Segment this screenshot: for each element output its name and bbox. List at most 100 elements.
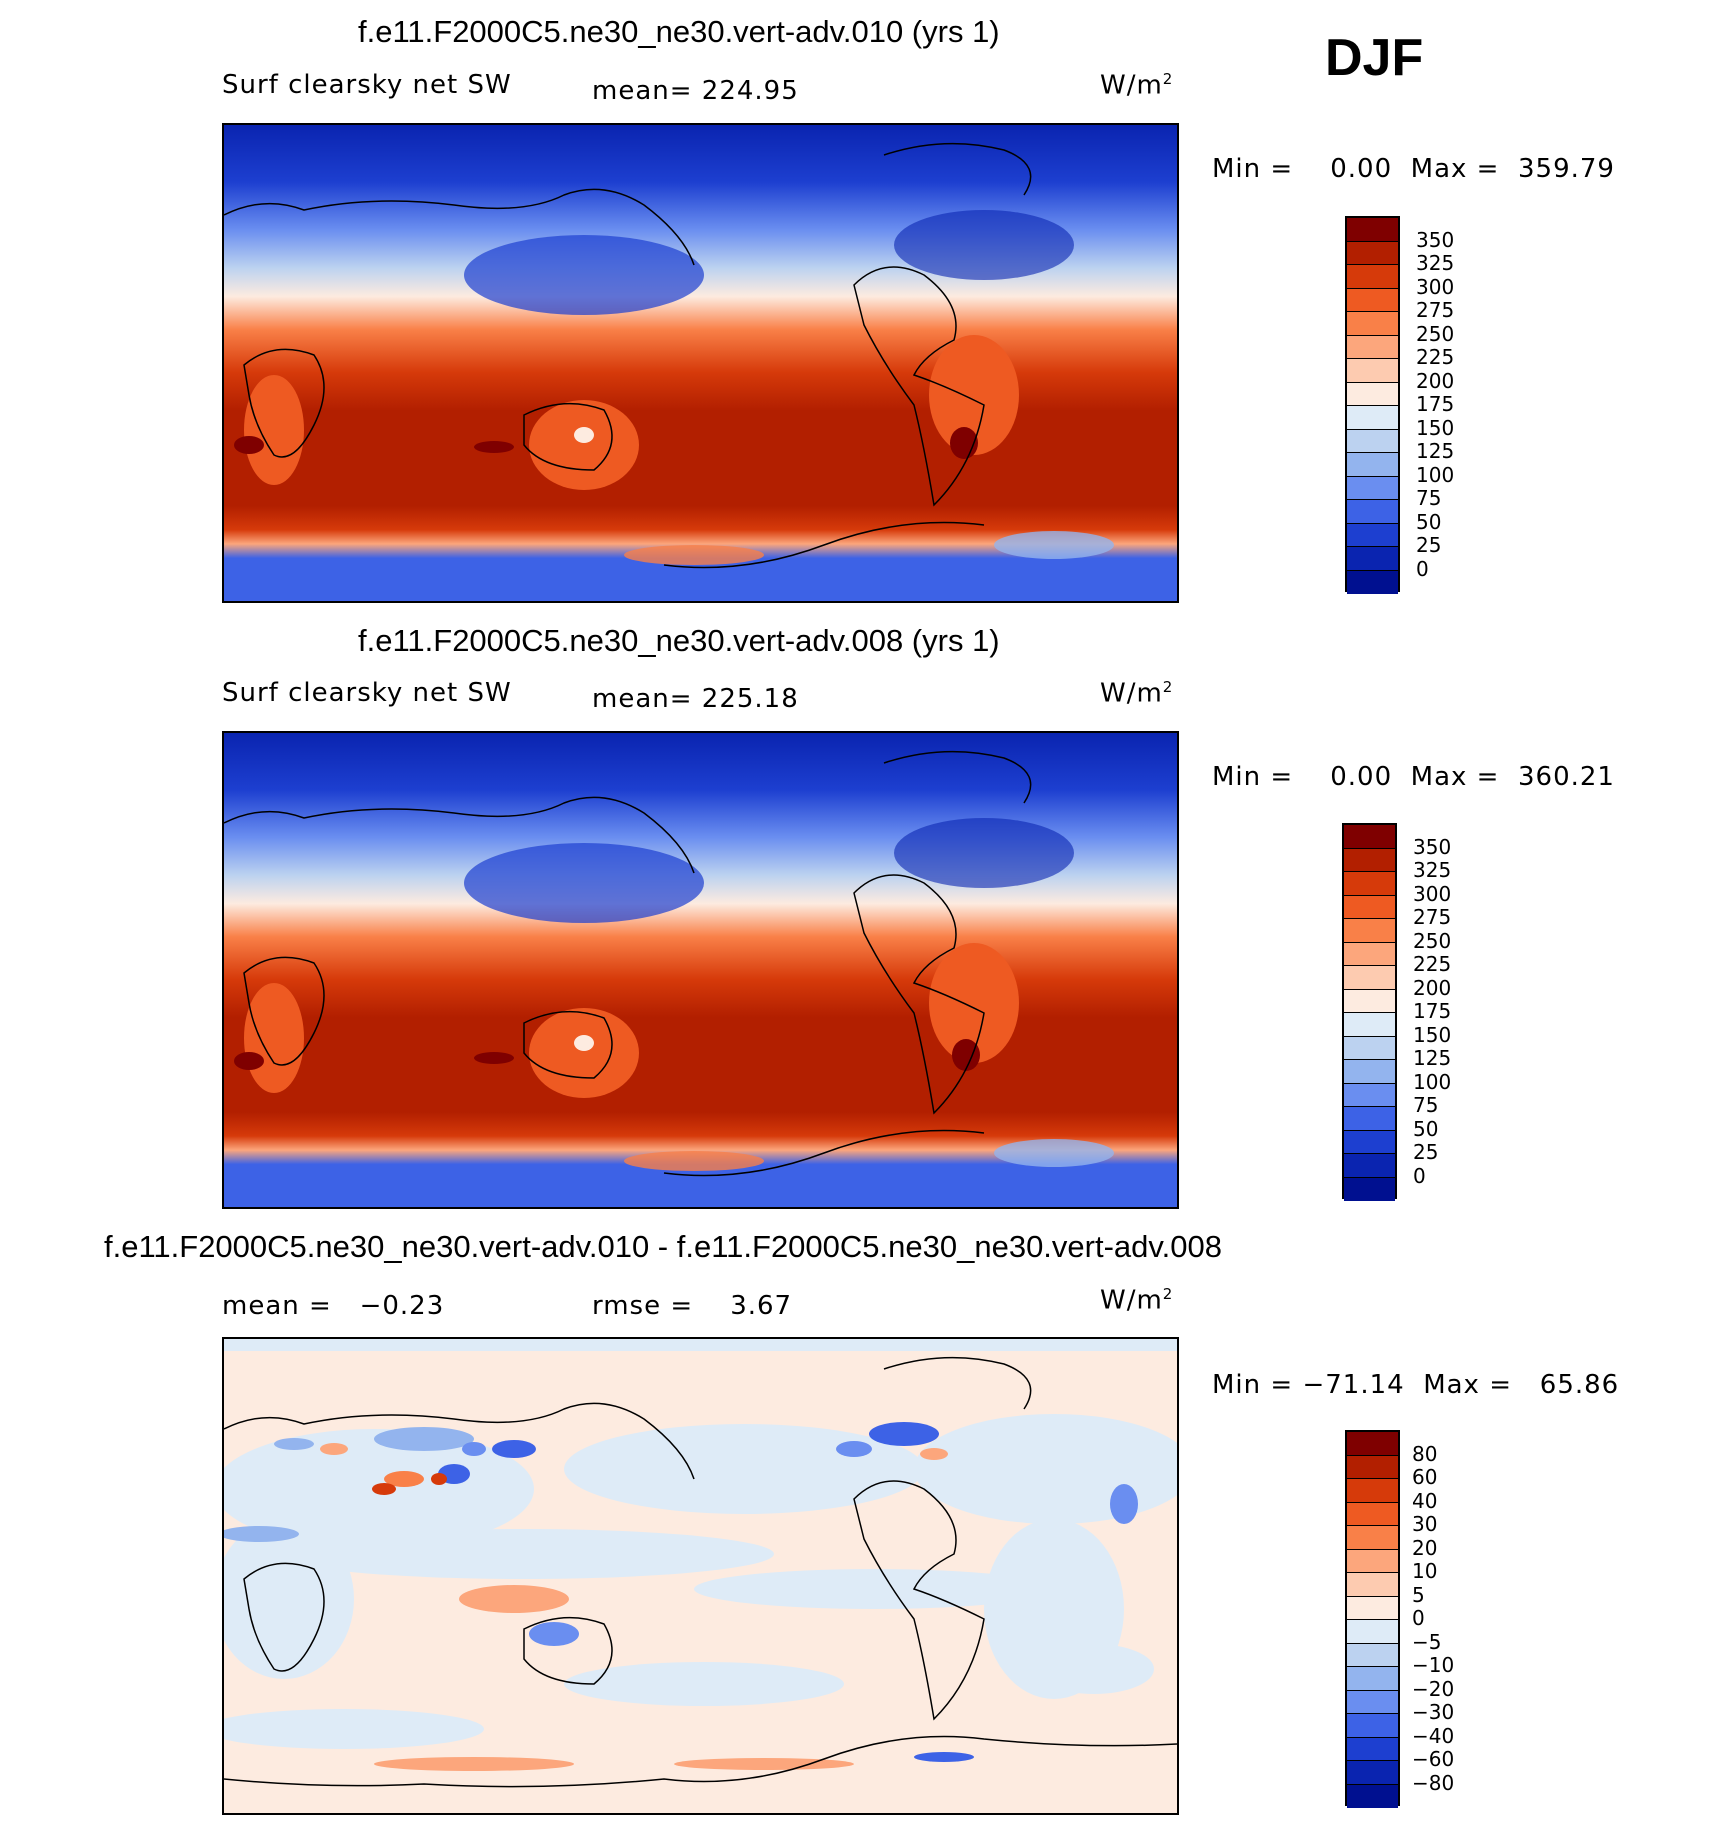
colorbar-segment: [1347, 476, 1398, 500]
colorbar-segment: [1344, 1154, 1395, 1178]
season-label: DJF: [1325, 29, 1424, 87]
colorbar-tick-label: 325: [1416, 251, 1455, 275]
colorbar-tick-label: 25: [1413, 1140, 1439, 1164]
panel-1-units: W/m2: [1100, 70, 1174, 101]
colorbar-tick-label: 150: [1413, 1023, 1452, 1047]
panel-1-map: [222, 123, 1179, 603]
colorbar-segment: [1347, 1690, 1398, 1714]
panel-2-mean-label: mean= 225.18: [592, 684, 799, 714]
colorbar-tick-label: 325: [1413, 858, 1452, 882]
colorbar-tick-label: 225: [1413, 952, 1452, 976]
colorbar-tick-label: −30: [1412, 1700, 1455, 1724]
colorbar-tick-label: 175: [1416, 392, 1455, 416]
panel-1-title: f.e11.F2000C5.ne30_ne30.vert-adv.010 (yr…: [358, 14, 1000, 49]
colorbar-segment: [1344, 1130, 1395, 1154]
colorbar-segment: [1347, 335, 1398, 359]
colorbar-tick-label: 100: [1416, 463, 1455, 487]
colorbar-segment: [1347, 382, 1398, 406]
colorbar-tick-label: 50: [1416, 510, 1442, 534]
panel-3-mean-label: mean = −0.23: [222, 1291, 445, 1321]
colorbar-segment: [1344, 872, 1395, 896]
colorbar-tick-label: 80: [1412, 1442, 1438, 1466]
colorbar-tick-label: 125: [1413, 1046, 1452, 1070]
colorbar-segment: [1344, 1177, 1395, 1201]
panel-3-map: [222, 1337, 1179, 1815]
colorbar-segment: [1344, 895, 1395, 919]
colorbar-segment: [1347, 406, 1398, 430]
colorbar-segment: [1347, 288, 1398, 312]
colorbar-segment: [1347, 570, 1398, 594]
colorbar-tick-label: 0: [1413, 1164, 1426, 1188]
colorbar-segment: [1347, 1784, 1398, 1808]
colorbar-segment: [1347, 218, 1398, 242]
colorbar-tick-label: 350: [1416, 228, 1455, 252]
panel-1-mean-label: mean= 224.95: [592, 76, 799, 106]
colorbar-segment: [1344, 1107, 1395, 1131]
colorbar-segment: [1344, 1083, 1395, 1107]
colorbar-segment: [1344, 1060, 1395, 1084]
colorbar-tick-label: 75: [1413, 1093, 1439, 1117]
colorbar-tick-label: 10: [1412, 1559, 1438, 1583]
colorbar-segment: [1347, 1596, 1398, 1620]
colorbar-segment: [1344, 1013, 1395, 1037]
colorbar-tick-label: 200: [1416, 369, 1455, 393]
colorbar-tick-label: 40: [1412, 1489, 1438, 1513]
colorbar-segment: [1347, 1526, 1398, 1550]
colorbar-segment: [1347, 1549, 1398, 1573]
colorbar-segment: [1347, 265, 1398, 289]
colorbar-segment: [1347, 1761, 1398, 1785]
colorbar-segment: [1344, 825, 1395, 849]
colorbar-tick-label: 350: [1413, 835, 1452, 859]
colorbar-tick-label: 50: [1413, 1117, 1439, 1141]
colorbar-segment: [1347, 359, 1398, 383]
colorbar-segment: [1347, 241, 1398, 265]
colorbar-segment: [1347, 547, 1398, 571]
panel-1-minmax: Min = 0.00 Max = 359.79: [1212, 154, 1615, 184]
colorbar-tick-label: 275: [1413, 905, 1452, 929]
colorbar-tick-label: 175: [1413, 999, 1452, 1023]
panel-2-colorbar: [1342, 823, 1397, 1201]
colorbar-segment: [1347, 1432, 1398, 1456]
panel-3-title: f.e11.F2000C5.ne30_ne30.vert-adv.010 - f…: [104, 1229, 1222, 1264]
panel-2-title: f.e11.F2000C5.ne30_ne30.vert-adv.008 (yr…: [358, 623, 1000, 658]
colorbar-tick-label: 200: [1413, 976, 1452, 1000]
colorbar-segment: [1347, 1667, 1398, 1691]
colorbar-segment: [1344, 919, 1395, 943]
colorbar-segment: [1347, 523, 1398, 547]
panel-1-colorbar: [1345, 216, 1400, 594]
colorbar-segment: [1347, 1455, 1398, 1479]
colorbar-segment: [1344, 966, 1395, 990]
colorbar-tick-label: 30: [1412, 1512, 1438, 1536]
panel-2-minmax: Min = 0.00 Max = 360.21: [1212, 762, 1615, 792]
colorbar-segment: [1344, 989, 1395, 1013]
colorbar-segment: [1347, 1573, 1398, 1597]
colorbar-tick-label: −80: [1412, 1771, 1455, 1795]
colorbar-tick-label: 5: [1412, 1583, 1425, 1607]
colorbar-tick-label: 60: [1412, 1465, 1438, 1489]
panel-1-variable-label: Surf clearsky net SW: [222, 70, 512, 100]
colorbar-tick-label: 300: [1413, 882, 1452, 906]
colorbar-segment: [1347, 1643, 1398, 1667]
panel-3-minmax: Min = −71.14 Max = 65.86: [1212, 1370, 1620, 1400]
colorbar-tick-label: −5: [1412, 1630, 1442, 1654]
colorbar-segment: [1344, 942, 1395, 966]
colorbar-segment: [1347, 500, 1398, 524]
panel-2-map: [222, 731, 1179, 1209]
colorbar-segment: [1347, 1737, 1398, 1761]
panel-2-variable-label: Surf clearsky net SW: [222, 678, 512, 708]
colorbar-tick-label: 275: [1416, 298, 1455, 322]
colorbar-tick-label: 150: [1416, 416, 1455, 440]
colorbar-tick-label: 125: [1416, 439, 1455, 463]
colorbar-segment: [1347, 1502, 1398, 1526]
colorbar-tick-label: 250: [1416, 322, 1455, 346]
colorbar-tick-label: 100: [1413, 1070, 1452, 1094]
colorbar-segment: [1347, 453, 1398, 477]
colorbar-segment: [1347, 1479, 1398, 1503]
colorbar-tick-label: 250: [1413, 929, 1452, 953]
colorbar-tick-label: 25: [1416, 533, 1442, 557]
colorbar-tick-label: 20: [1412, 1536, 1438, 1560]
colorbar-segment: [1347, 312, 1398, 336]
colorbar-tick-label: −60: [1412, 1747, 1455, 1771]
colorbar-segment: [1347, 429, 1398, 453]
colorbar-tick-label: −10: [1412, 1653, 1455, 1677]
